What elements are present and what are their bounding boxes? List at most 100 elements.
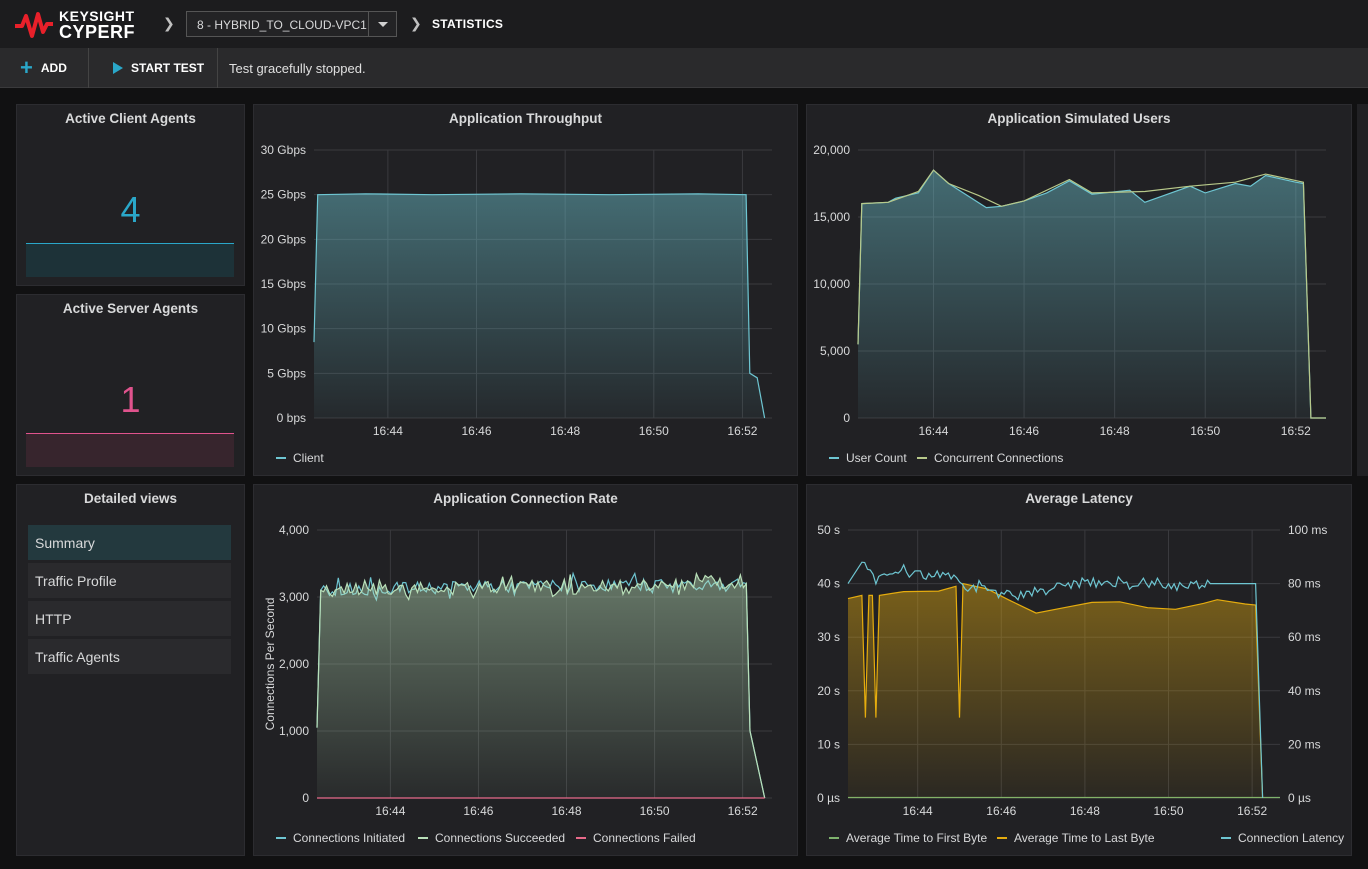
brand-line2: CYPERF bbox=[59, 22, 136, 42]
y-tick-label: 2,000 bbox=[279, 657, 309, 671]
brand-line1: KEYSIGHT bbox=[59, 8, 135, 24]
legend-item[interactable]: Concurrent Connections bbox=[917, 451, 1063, 465]
panel-title: Detailed views bbox=[83, 491, 178, 506]
x-tick-label: 16:44 bbox=[903, 804, 933, 818]
x-tick-label: 16:46 bbox=[463, 804, 493, 818]
x-tick-label: 16:50 bbox=[639, 424, 669, 438]
view-traffic-agents[interactable]: Traffic Agents bbox=[28, 639, 231, 674]
plus-icon: + bbox=[20, 55, 33, 80]
legend-item[interactable]: User Count bbox=[829, 451, 907, 465]
y-tick-label: 0 bps bbox=[277, 411, 306, 425]
legend-label: User Count bbox=[846, 451, 907, 465]
legend-label: Connection Latency bbox=[1238, 831, 1345, 845]
y-right-tick-label: 100 ms bbox=[1288, 523, 1327, 537]
x-tick-label: 16:48 bbox=[552, 804, 582, 818]
legend-item[interactable]: Average Time to Last Byte bbox=[997, 831, 1155, 845]
view-http[interactable]: HTTP bbox=[28, 601, 231, 636]
legend-item[interactable]: Client bbox=[276, 451, 324, 465]
toolbar-divider bbox=[88, 48, 89, 88]
legend-item[interactable]: Connections Succeeded bbox=[418, 831, 565, 845]
y-tick-label: 30 s bbox=[817, 630, 840, 644]
legend-label: Concurrent Connections bbox=[934, 451, 1064, 465]
connection-rate-chart: 0 1,000 2,000 3,000 4,000 16:44 16:46 16:48 16:5… bbox=[263, 523, 772, 818]
chevron-down-icon[interactable] bbox=[368, 12, 396, 36]
panel-title: Application Simulated Users bbox=[987, 111, 1171, 126]
y-tick-label: 1,000 bbox=[279, 724, 309, 738]
x-tick-label: 16:46 bbox=[462, 424, 492, 438]
y-tick-label: 4,000 bbox=[279, 523, 309, 537]
y-tick-label: 10 s bbox=[817, 737, 840, 751]
y-tick-label: 10,000 bbox=[813, 277, 850, 291]
add-label: ADD bbox=[40, 61, 67, 75]
scrollbar-edge[interactable] bbox=[1357, 104, 1368, 476]
x-tick-label: 16:48 bbox=[550, 424, 580, 438]
panel-title: Application Connection Rate bbox=[433, 491, 618, 506]
y-tick-label: 20 s bbox=[817, 684, 840, 698]
x-tick-label: 16:52 bbox=[727, 424, 757, 438]
series-line bbox=[847, 582, 1264, 799]
test-status-message: Test gracefully stopped. bbox=[229, 61, 366, 76]
legend-swatch bbox=[576, 837, 586, 839]
legend-item[interactable]: Connection Latency bbox=[1221, 831, 1344, 845]
application-connection-rate-panel: Application Connection Rate 0 1,000 2,000 3… bbox=[253, 484, 798, 856]
config-name: 8 - HYBRID_TO_CLOUD-VPC1 bbox=[197, 18, 367, 32]
y-tick-label: 0 bbox=[843, 411, 850, 425]
server-agents-sparkline bbox=[26, 433, 234, 467]
view-summary[interactable]: Summary bbox=[28, 525, 231, 560]
breadcrumb-statistics[interactable]: STATISTICS bbox=[432, 17, 504, 31]
active-client-agents-panel: Active Client Agents 4 bbox=[16, 104, 245, 286]
x-tick-label: 16:50 bbox=[1154, 804, 1184, 818]
top-header: KEYSIGHT CYPERF ❯ 8 - HYBRID_TO_CLOUD-VP… bbox=[0, 0, 1368, 48]
y-tick-label: 50 s bbox=[817, 523, 840, 537]
client-agents-value: 4 bbox=[120, 189, 141, 230]
legend-swatch bbox=[997, 837, 1007, 839]
series-area bbox=[858, 170, 1326, 418]
y-tick-label: 15,000 bbox=[813, 210, 850, 224]
y-tick-label: 15 Gbps bbox=[261, 277, 306, 291]
client-agents-sparkline bbox=[26, 243, 234, 277]
toolbar: + ADD START TEST Test gracefully stopped… bbox=[0, 48, 1368, 88]
series-line bbox=[313, 193, 766, 419]
y-tick-label: 0 bbox=[302, 791, 309, 805]
x-tick-label: 16:46 bbox=[1009, 424, 1039, 438]
keysight-logo-icon bbox=[15, 12, 53, 38]
config-dropdown[interactable]: 8 - HYBRID_TO_CLOUD-VPC1 bbox=[186, 11, 397, 37]
y-tick-label: 30 Gbps bbox=[261, 143, 306, 157]
y-tick-label: 10 Gbps bbox=[261, 322, 306, 336]
chevron-right-icon: ❯ bbox=[410, 15, 422, 31]
users-chart: 0 5,000 10,000 15,000 20,000 16:44 16:46 16:48 1… bbox=[813, 143, 1326, 438]
legend-item[interactable]: Connections Initiated bbox=[276, 831, 405, 845]
add-button[interactable]: + ADD bbox=[20, 48, 67, 88]
toolbar-divider bbox=[217, 48, 218, 88]
legend-swatch bbox=[276, 457, 286, 459]
server-agents-value: 1 bbox=[120, 379, 141, 420]
series-line bbox=[847, 561, 1264, 799]
x-tick-label: 16:52 bbox=[728, 804, 758, 818]
legend-label: Average Time to First Byte bbox=[846, 831, 988, 845]
view-traffic-profile[interactable]: Traffic Profile bbox=[28, 563, 231, 598]
start-test-button[interactable]: START TEST bbox=[113, 48, 204, 88]
legend-item[interactable]: Connections Failed bbox=[576, 831, 696, 845]
y-tick-label: 5,000 bbox=[820, 344, 850, 358]
y-tick-label: 20,000 bbox=[813, 143, 850, 157]
y-right-tick-label: 0 µs bbox=[1288, 791, 1311, 805]
series-line bbox=[857, 169, 1326, 419]
y-tick-label: 0 µs bbox=[817, 791, 840, 805]
x-tick-label: 16:52 bbox=[1237, 804, 1267, 818]
series-area bbox=[317, 573, 765, 798]
x-tick-label: 16:52 bbox=[1281, 424, 1311, 438]
y-right-tick-label: 80 ms bbox=[1288, 577, 1321, 591]
legend-swatch bbox=[418, 837, 428, 839]
latency-chart: 0 µs 10 s 20 s 30 s 40 s 50 s 0 µs 20 ms 40 ms 60… bbox=[817, 523, 1327, 818]
y-tick-label: 20 Gbps bbox=[261, 232, 306, 246]
legend-item[interactable]: Average Time to First Byte bbox=[829, 831, 987, 845]
chevron-right-icon: ❯ bbox=[163, 15, 175, 31]
legend-label: Connections Failed bbox=[593, 831, 696, 845]
legend-swatch bbox=[917, 457, 927, 459]
panel-title: Average Latency bbox=[1025, 491, 1133, 506]
x-tick-label: 16:50 bbox=[1190, 424, 1220, 438]
y-tick-label: 25 Gbps bbox=[261, 188, 306, 202]
x-tick-label: 16:48 bbox=[1100, 424, 1130, 438]
series-area bbox=[314, 193, 765, 418]
average-latency-panel: Average Latency 0 µs 10 s 20 s 30 s 40 s 50 s… bbox=[806, 484, 1352, 856]
